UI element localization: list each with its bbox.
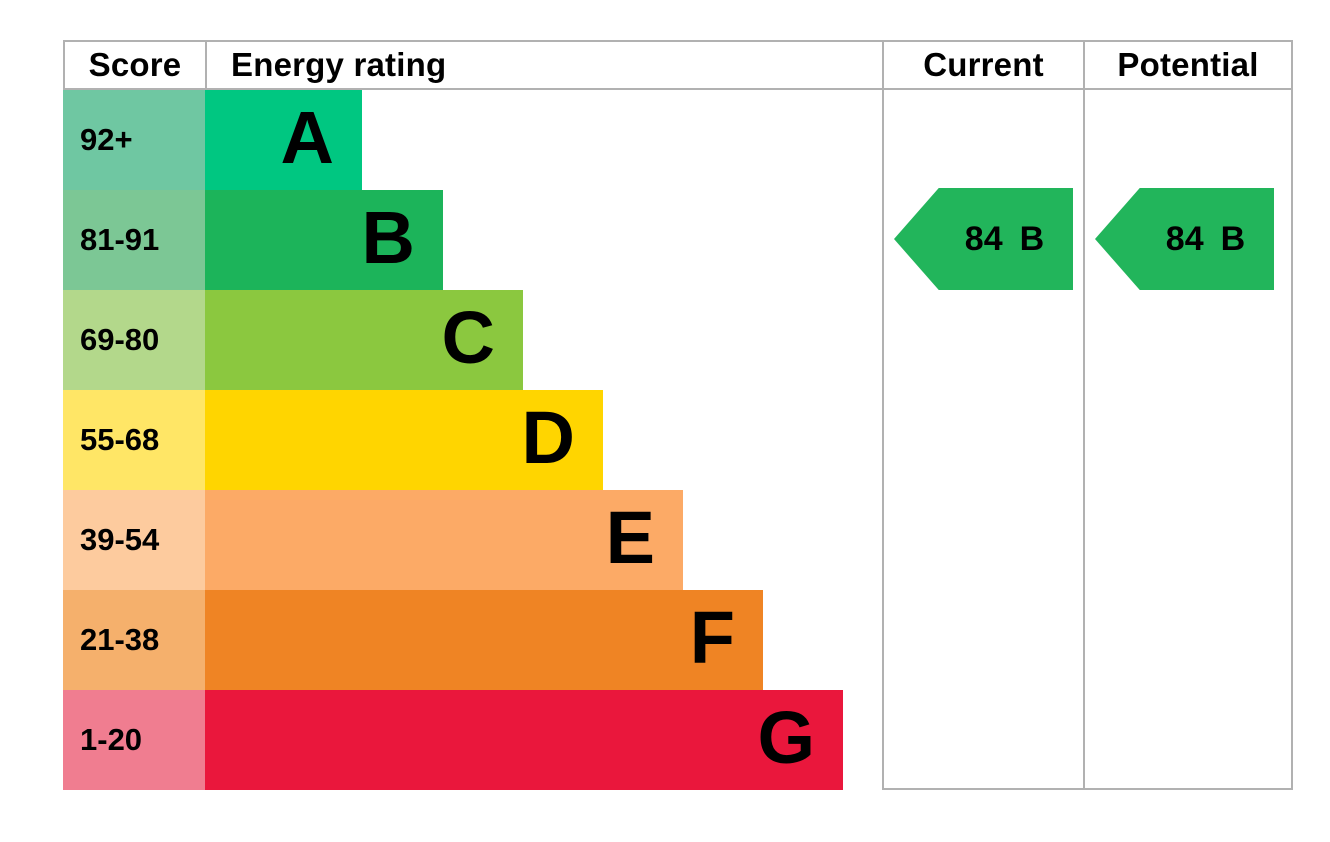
potential-rating-arrow: 84 B xyxy=(1095,188,1274,290)
band-row: 92+ A xyxy=(63,90,843,190)
band-row: 39-54 E xyxy=(63,490,843,590)
band-score-range: 69-80 xyxy=(63,290,205,390)
potential-rating-value: 84 xyxy=(1165,219,1204,258)
band-bar: G xyxy=(205,690,843,790)
band-bar: C xyxy=(205,290,523,390)
band-letter: D xyxy=(521,396,575,479)
band-row: 55-68 D xyxy=(63,390,843,490)
band-score-range: 21-38 xyxy=(63,590,205,690)
potential-column xyxy=(1083,90,1293,790)
band-score-range: 1-20 xyxy=(63,690,205,790)
band-letter: F xyxy=(689,596,735,679)
header-current: Current xyxy=(882,40,1085,90)
header-energy-rating: Energy rating xyxy=(205,40,884,90)
band-bar: A xyxy=(205,90,362,190)
band-score-range: 39-54 xyxy=(63,490,205,590)
header-potential: Potential xyxy=(1083,40,1293,90)
band-row: 81-91 B xyxy=(63,190,843,290)
header-score: Score xyxy=(63,40,207,90)
band-score-range: 81-91 xyxy=(63,190,205,290)
current-rating-band: B xyxy=(1019,219,1045,258)
band-row: 1-20 G xyxy=(63,690,843,790)
epc-bands: 92+ A 81-91 B 69-80 C 55-68 D 39-54 E 21… xyxy=(63,90,843,790)
band-letter: B xyxy=(361,196,415,279)
band-score-range: 92+ xyxy=(63,90,205,190)
band-row: 69-80 C xyxy=(63,290,843,390)
band-letter: G xyxy=(757,696,815,779)
band-bar: E xyxy=(205,490,683,590)
potential-rating-band: B xyxy=(1220,219,1246,258)
band-letter: A xyxy=(280,96,334,179)
band-bar: F xyxy=(205,590,763,690)
band-row: 21-38 F xyxy=(63,590,843,690)
band-letter: C xyxy=(441,296,495,379)
band-letter: E xyxy=(605,496,655,579)
current-rating-value: 84 xyxy=(964,219,1003,258)
band-score-range: 55-68 xyxy=(63,390,205,490)
band-bar: B xyxy=(205,190,443,290)
band-bar: D xyxy=(205,390,603,490)
